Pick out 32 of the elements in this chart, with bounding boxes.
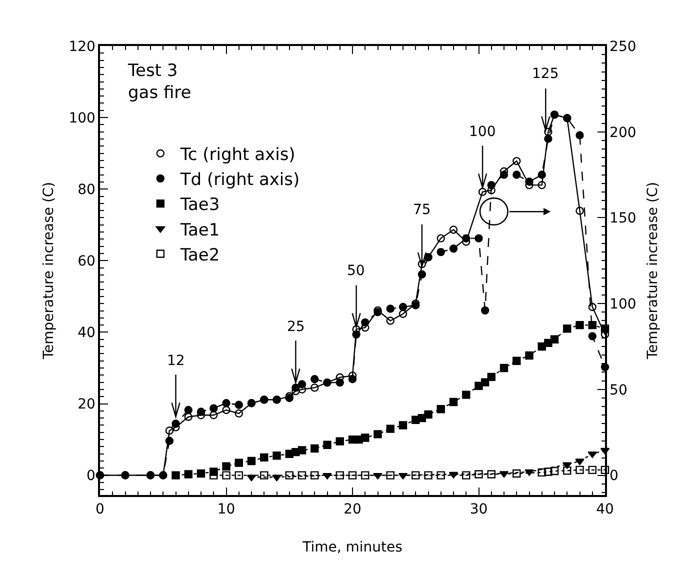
- legend-label: Tae3: [179, 195, 220, 216]
- y-tick-label: 0: [86, 468, 96, 484]
- y-tick-label: 80: [78, 182, 96, 198]
- annotation: 50: [347, 263, 365, 279]
- x-tick-label: 20: [344, 502, 362, 518]
- x-tick-label: 10: [217, 502, 236, 518]
- y2-tick-label: 0: [610, 468, 618, 484]
- annotation: 12: [167, 353, 185, 369]
- legend-label: Td (right axis): [179, 170, 300, 190]
- y2-axis-title: Temperature increase (C): [645, 182, 662, 360]
- annotation: 75: [413, 202, 431, 218]
- y2-tick-label: 150: [610, 210, 636, 227]
- x-axis-title: Time, minutes: [302, 539, 402, 556]
- annotation: Test 3 gas fire: [127, 61, 192, 104]
- annotation: 100: [469, 124, 496, 140]
- x-tick-label: 30: [470, 502, 488, 518]
- y2-tick-label: 50: [610, 382, 628, 398]
- y-tick-label: 60: [78, 254, 96, 270]
- x-tick-label: 40: [596, 502, 614, 518]
- y-tick-label: 20: [78, 396, 96, 413]
- y-axis-title: Temperature increase (C): [40, 182, 57, 360]
- y-tick-label: 100: [68, 110, 96, 126]
- legend-label: Tae2: [179, 245, 220, 266]
- annotation: 125: [532, 66, 559, 82]
- annotation: 25: [287, 319, 305, 335]
- y-tick-label: 40: [78, 325, 96, 342]
- y2-tick-label: 100: [610, 296, 636, 312]
- y-tick-label: 120: [68, 38, 96, 55]
- legend-label: Tc (right axis): [179, 144, 296, 165]
- legend-label: Tae1: [179, 220, 220, 240]
- y2-tick-label: 200: [610, 124, 636, 141]
- y2-tick-label: 250: [610, 38, 636, 55]
